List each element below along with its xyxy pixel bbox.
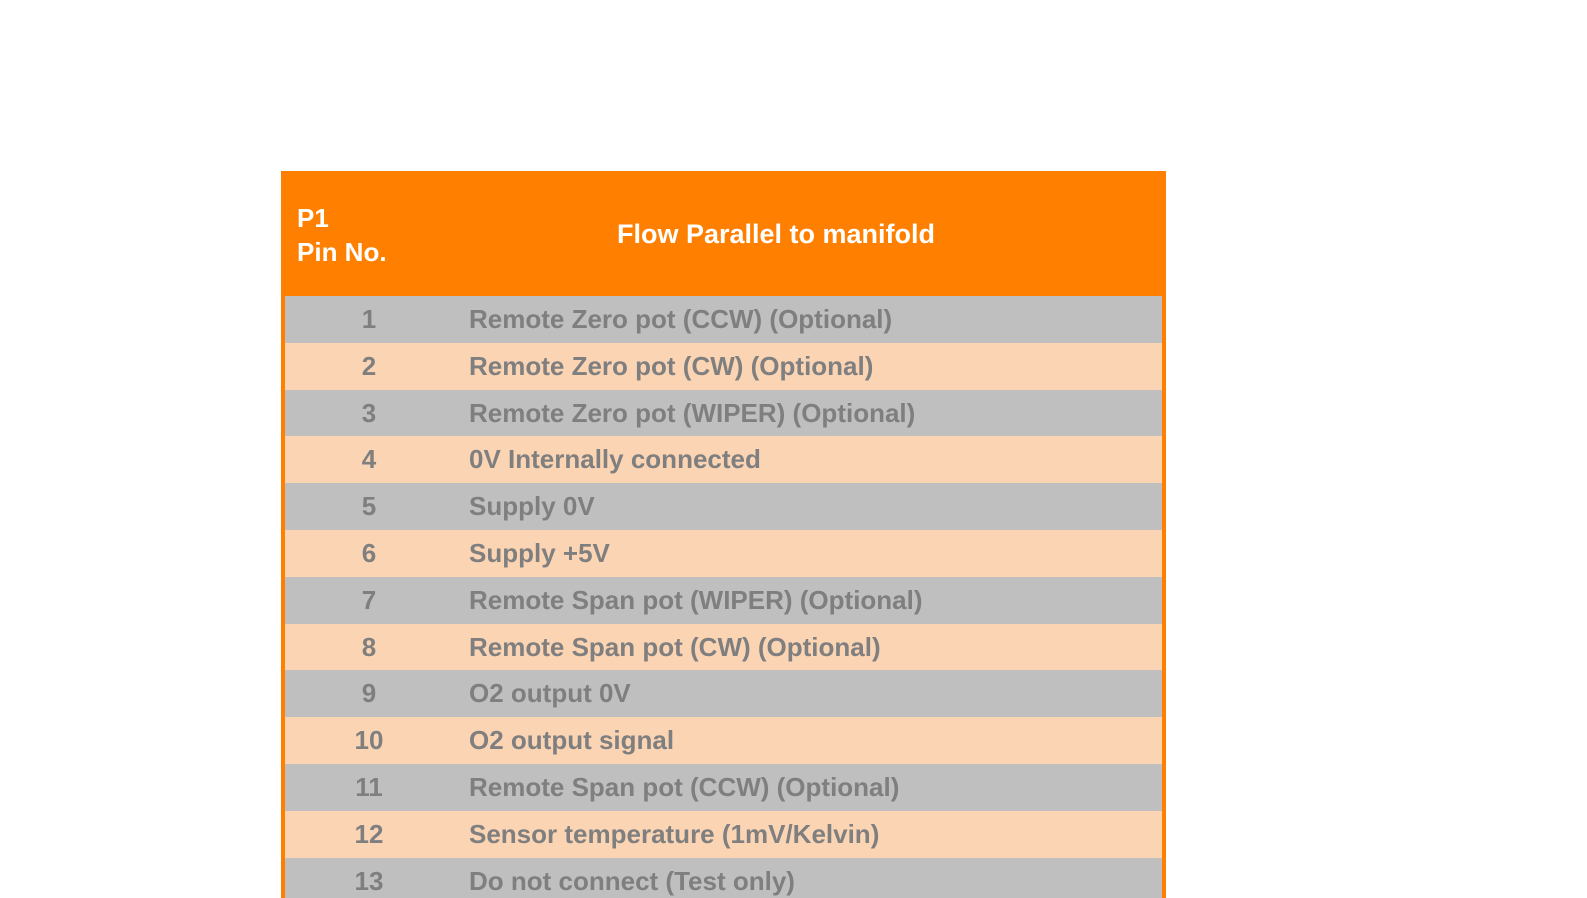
header-pin-line: P1 xyxy=(297,203,329,233)
pin-description: Supply 0V xyxy=(469,491,595,522)
pin-number: 8 xyxy=(361,631,377,662)
pin-description: O2 output signal xyxy=(469,725,675,756)
table-row: 11 Remote Span pot (CCW) (Optional) xyxy=(285,764,1162,811)
pin-number: 10 xyxy=(354,725,384,756)
pin-description: Remote Zero pot (CW) (Optional) xyxy=(469,350,874,381)
pin-number: 6 xyxy=(361,538,377,568)
pin-number: 4 xyxy=(361,444,377,475)
table-row: 3 Remote Zero pot (WIPER) (Optional) xyxy=(285,389,1162,437)
pin-number: 13 xyxy=(354,865,384,896)
header-description: Flow Parallel to manifold xyxy=(616,219,936,249)
table-row: 5 Supply 0V xyxy=(285,483,1162,530)
header-pin: P1 Pin No. xyxy=(297,201,387,269)
pin-description: Sensor temperature (1mV/Kelvin) xyxy=(469,818,880,849)
pin-number: 11 xyxy=(355,772,383,802)
pin-description: Do not connect (Test only) xyxy=(469,865,795,896)
pin-number: 12 xyxy=(354,818,384,849)
pin-number: 2 xyxy=(361,350,377,381)
pin-number: 5 xyxy=(361,491,377,522)
pin-number: 1 xyxy=(361,304,377,334)
pin-description: Remote Span pot (WIPER) (Optional) xyxy=(469,584,923,615)
pin-number: 7 xyxy=(361,584,377,615)
pin-description: Remote Zero pot (WIPER) (Optional) xyxy=(469,397,916,428)
pin-table: P1 Pin No. Flow Parallel to manifold 1 Re… xyxy=(281,171,1166,898)
pin-number: 3 xyxy=(361,397,377,428)
table-row: 1 Remote Zero pot (CCW) (Optional) xyxy=(285,296,1162,343)
table-row: 12 Sensor temperature (1mV/Kelvin) xyxy=(285,810,1162,858)
pin-description: O2 output 0V xyxy=(469,678,631,709)
pin-description: Remote Zero pot (CCW) (Optional) xyxy=(469,304,893,334)
table-row: 13 Do not connect (Test only) xyxy=(285,857,1162,898)
table-row: 4 0V Internally connected xyxy=(285,436,1162,484)
pin-number: 9 xyxy=(361,678,377,709)
header-pin-line: Pin No. xyxy=(297,237,387,267)
pin-description: Remote Span pot (CW) (Optional) xyxy=(469,631,881,662)
pin-description: Remote Span pot (CCW) (Optional) xyxy=(469,772,900,802)
pin-description: Supply +5V xyxy=(469,538,610,568)
table-row: 10 O2 output signal xyxy=(285,717,1162,764)
table-row: 7 Remote Span pot (WIPER) (Optional) xyxy=(285,576,1162,624)
pin-description: 0V Internally connected xyxy=(469,444,761,475)
table-row: 8 Remote Span pot (CW) (Optional) xyxy=(285,623,1162,671)
table-row: 6 Supply +5V xyxy=(285,530,1162,577)
table-row: 2 Remote Zero pot (CW) (Optional) xyxy=(285,342,1162,390)
table-row: 9 O2 output 0V xyxy=(285,670,1162,718)
